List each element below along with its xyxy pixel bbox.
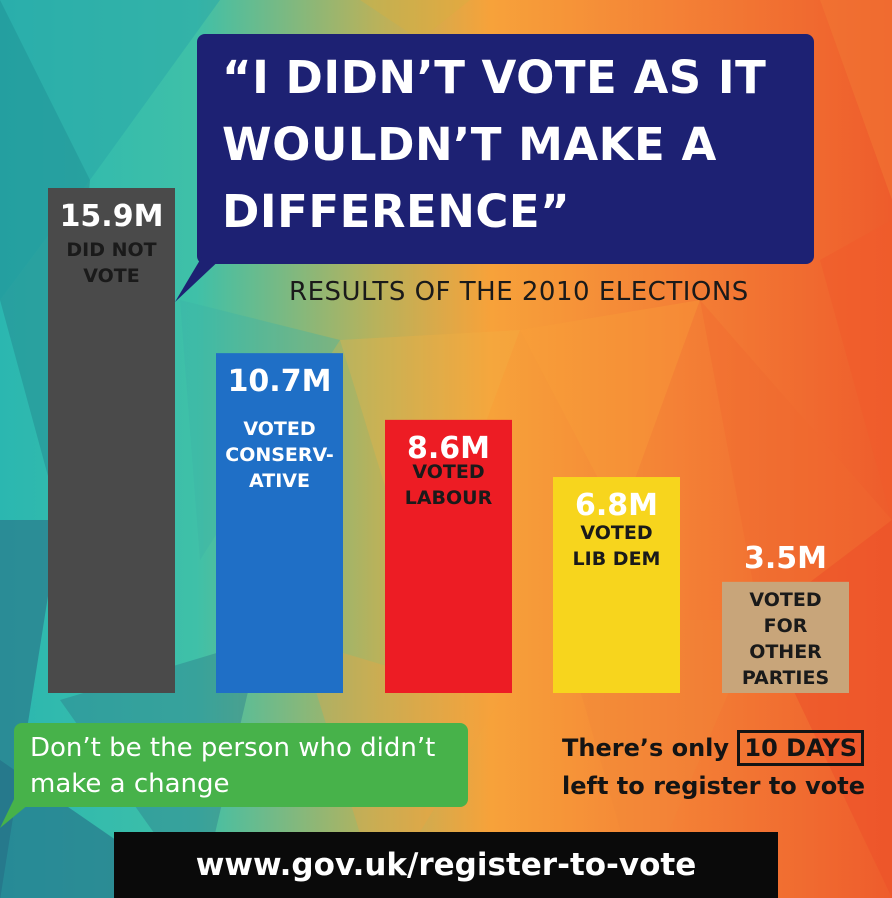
quote-speech-bubble	[197, 34, 814, 264]
bar	[216, 353, 343, 693]
bar-category-label: VOTE	[83, 265, 139, 287]
bar-category-label: LABOUR	[405, 487, 493, 509]
bar-value-label: 3.5M	[744, 541, 827, 576]
bar-category-label: DID NOT	[66, 239, 156, 261]
bar-category-label: OTHER	[749, 641, 822, 663]
bar	[553, 477, 680, 693]
bar-category-label: FOR	[764, 615, 808, 637]
message-bubble-tail	[0, 795, 40, 828]
quote-bubble-tail	[175, 255, 225, 302]
bar-group-1: 15.9M DID NOT VOTE	[48, 188, 175, 693]
bar-category-label: LIB DEM	[573, 548, 661, 570]
bar-value-label: 10.7M	[228, 364, 332, 399]
bar	[722, 581, 849, 693]
message-bubble	[14, 723, 468, 807]
url-banner	[114, 832, 778, 898]
bar-group-5: 3.5M VOTED FOR OTHER PARTIES	[722, 541, 849, 693]
headline-line-3: DIFFERENCE”	[222, 185, 571, 238]
bar-category-label: CONSERV-	[225, 444, 334, 466]
bar	[48, 188, 175, 693]
headline-quote: “I DIDN’T VOTE AS IT WOULDN’T MAKE A DIF…	[222, 44, 802, 245]
bar-category-label: VOTED	[243, 418, 315, 440]
bar-category-label: PARTIES	[742, 667, 829, 689]
message-line-1: Don’t be the person who didn’t	[30, 733, 436, 763]
bar-category-label: VOTED	[580, 522, 652, 544]
bar-category-label: VOTED	[412, 461, 484, 483]
message-line-2: make a change	[30, 769, 230, 799]
bar-category-label: VOTED	[749, 589, 821, 611]
headline-line-2: WOULDN’T MAKE A	[222, 118, 717, 171]
register-line-2: left to register to vote	[562, 772, 866, 800]
days-badge: 10 DAYS	[737, 730, 865, 766]
register-url-link[interactable]: www.gov.uk/register-to-vote	[195, 847, 697, 883]
register-line-1: There’s only 10 DAYS	[562, 729, 865, 767]
bar-category-label: ATIVE	[249, 470, 310, 492]
headline-line-1: “I DIDN’T VOTE AS IT	[222, 51, 767, 104]
register-prefix: There’s only	[562, 734, 730, 762]
message-text: Don’t be the person who didn’t make a ch…	[30, 730, 460, 802]
chart-subtitle: RESULTS OF THE 2010 ELECTIONS	[289, 277, 749, 307]
register-reminder: There’s only 10 DAYS left to register to…	[562, 729, 865, 805]
bar-value-label: 8.6M	[407, 431, 490, 466]
bar	[385, 419, 512, 693]
bar-value-label: 15.9M	[60, 199, 164, 234]
bar-value-label: 6.8M	[575, 488, 658, 523]
bar-group-2: 10.7M VOTED CONSERV- ATIVE	[216, 353, 343, 693]
